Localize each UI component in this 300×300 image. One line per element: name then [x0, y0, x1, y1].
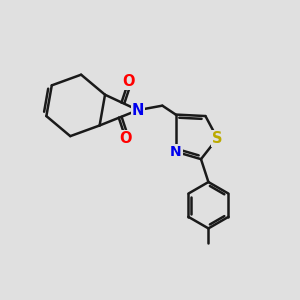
Text: S: S [212, 131, 223, 146]
Text: N: N [170, 145, 182, 159]
Text: N: N [132, 103, 144, 118]
Text: O: O [120, 131, 132, 146]
Text: O: O [122, 74, 135, 89]
